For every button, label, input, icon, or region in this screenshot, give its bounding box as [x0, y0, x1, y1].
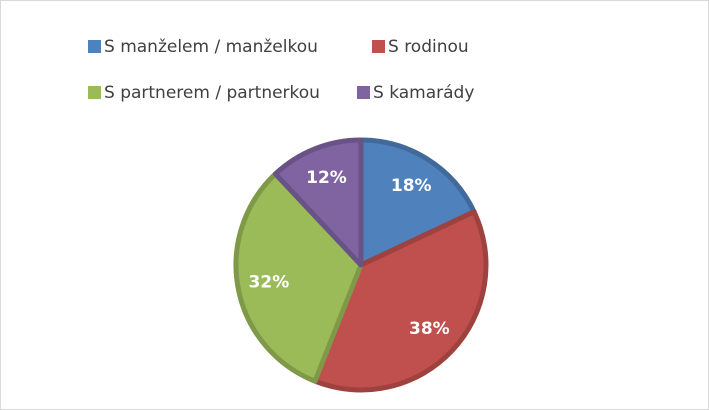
- pie-slice: [272, 137, 364, 268]
- pie-slice: [233, 171, 364, 384]
- pie-slice: [358, 137, 477, 268]
- legend-label: S partnerem / partnerkou: [104, 83, 320, 103]
- legend-label: S kamarády: [373, 83, 474, 103]
- data-label: 32%: [249, 273, 290, 293]
- legend-swatch: [88, 86, 101, 99]
- legend-label: S manželem / manželkou: [104, 37, 318, 57]
- legend-swatch: [88, 40, 101, 53]
- legend-swatch: [357, 86, 370, 99]
- pie-slice: [312, 209, 489, 393]
- data-label: 12%: [306, 168, 347, 188]
- data-label: 18%: [391, 176, 432, 196]
- data-label: 38%: [409, 319, 450, 339]
- legend-label: S rodinou: [388, 37, 469, 57]
- legend-swatch: [372, 40, 385, 53]
